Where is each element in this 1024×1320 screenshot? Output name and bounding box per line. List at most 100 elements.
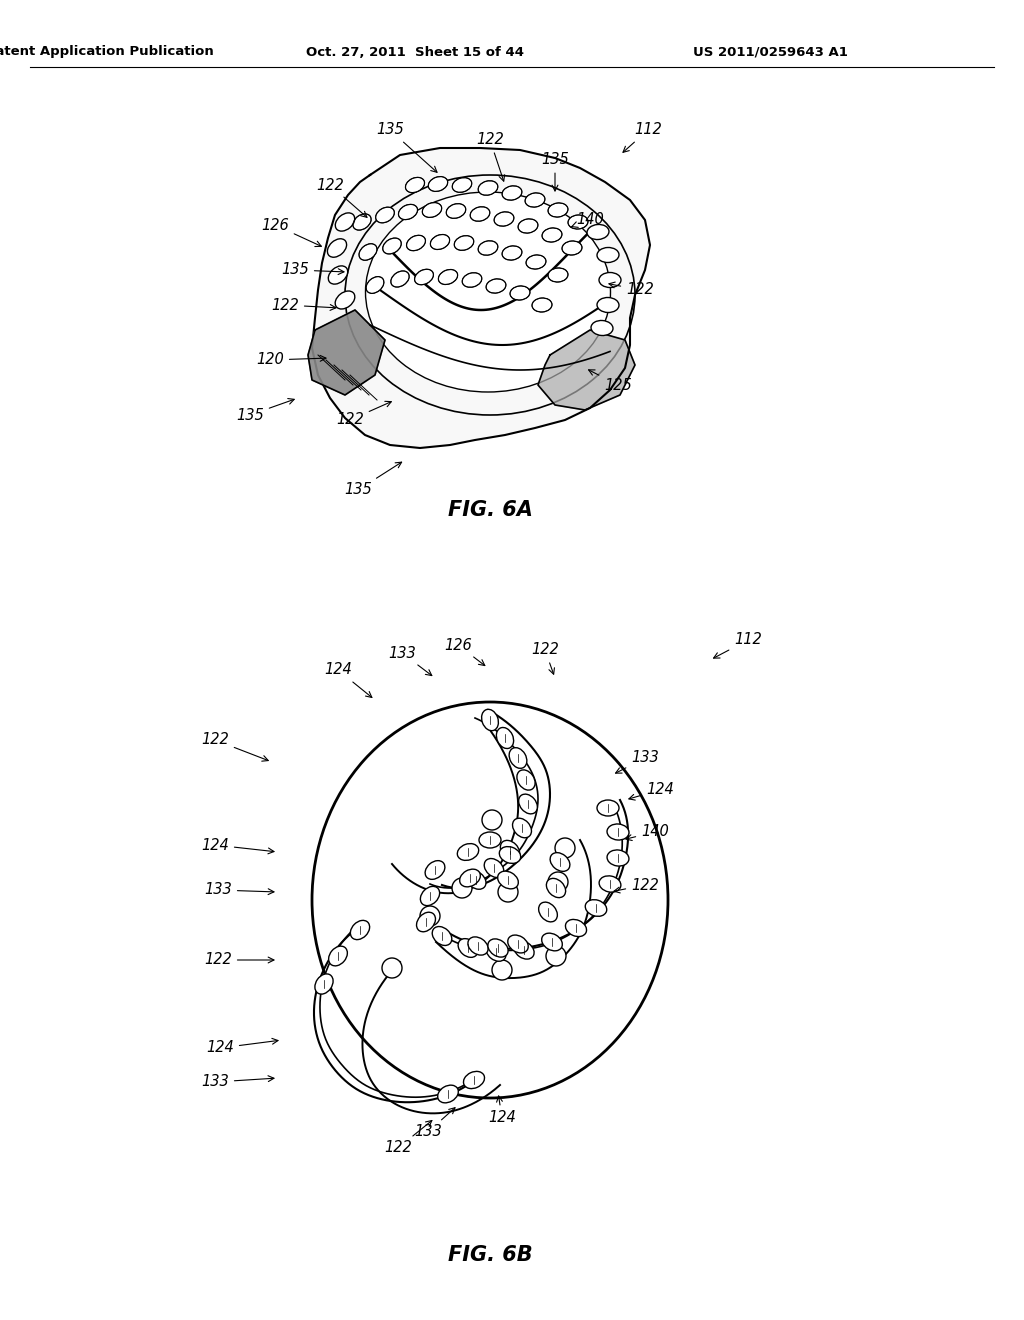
Circle shape	[452, 878, 472, 898]
Ellipse shape	[367, 277, 384, 293]
Text: 133: 133	[388, 645, 432, 676]
Text: 124: 124	[629, 783, 674, 800]
Ellipse shape	[568, 215, 588, 230]
Ellipse shape	[562, 242, 582, 255]
Ellipse shape	[437, 1085, 459, 1102]
Ellipse shape	[513, 818, 531, 838]
Ellipse shape	[486, 942, 506, 961]
Ellipse shape	[548, 268, 568, 282]
Polygon shape	[308, 310, 385, 395]
Ellipse shape	[329, 946, 347, 966]
Text: FIG. 6A: FIG. 6A	[447, 500, 532, 520]
Ellipse shape	[518, 795, 538, 814]
Ellipse shape	[359, 244, 377, 260]
Ellipse shape	[547, 878, 565, 898]
Ellipse shape	[565, 920, 587, 937]
Text: 122: 122	[271, 297, 336, 313]
Text: 122: 122	[336, 401, 391, 428]
Text: 122: 122	[609, 282, 654, 297]
Ellipse shape	[458, 843, 478, 861]
Ellipse shape	[417, 912, 435, 932]
Text: 122: 122	[531, 643, 559, 675]
Text: 135: 135	[376, 123, 437, 173]
Ellipse shape	[542, 228, 562, 242]
Text: 133: 133	[615, 751, 658, 774]
Ellipse shape	[599, 272, 621, 288]
Ellipse shape	[478, 181, 498, 195]
Ellipse shape	[518, 219, 538, 234]
Ellipse shape	[484, 858, 504, 878]
Text: 125: 125	[589, 370, 632, 392]
Text: 120: 120	[256, 352, 326, 367]
Circle shape	[548, 873, 568, 892]
Ellipse shape	[481, 709, 499, 731]
Ellipse shape	[597, 800, 618, 816]
Text: 112: 112	[714, 632, 762, 659]
Text: 124: 124	[325, 663, 372, 697]
Ellipse shape	[495, 211, 514, 226]
Ellipse shape	[539, 902, 557, 921]
Text: 124: 124	[201, 837, 274, 854]
Ellipse shape	[432, 927, 452, 945]
Circle shape	[482, 810, 502, 830]
Ellipse shape	[455, 236, 474, 251]
Text: 135: 135	[541, 153, 569, 191]
Ellipse shape	[391, 271, 410, 286]
Ellipse shape	[398, 205, 418, 219]
Text: 122: 122	[614, 878, 658, 892]
Ellipse shape	[498, 871, 518, 888]
Ellipse shape	[430, 235, 450, 249]
Ellipse shape	[508, 935, 528, 953]
Text: 124: 124	[206, 1039, 278, 1056]
Text: 135: 135	[282, 263, 344, 277]
Ellipse shape	[509, 747, 526, 768]
Text: 122: 122	[476, 132, 505, 181]
Ellipse shape	[438, 269, 458, 285]
Ellipse shape	[407, 235, 425, 251]
Ellipse shape	[502, 186, 522, 201]
Ellipse shape	[487, 939, 508, 957]
Ellipse shape	[597, 297, 618, 313]
Ellipse shape	[607, 850, 629, 866]
Ellipse shape	[500, 846, 520, 863]
Text: US 2011/0259643 A1: US 2011/0259643 A1	[692, 45, 848, 58]
Circle shape	[546, 946, 566, 966]
Circle shape	[498, 882, 518, 902]
Ellipse shape	[607, 824, 629, 840]
Ellipse shape	[478, 240, 498, 255]
Text: 112: 112	[623, 123, 662, 152]
Text: 133: 133	[414, 1107, 455, 1139]
Polygon shape	[312, 148, 650, 447]
Ellipse shape	[542, 933, 562, 950]
Circle shape	[382, 958, 402, 978]
Text: 122: 122	[316, 177, 367, 218]
Ellipse shape	[366, 191, 610, 392]
Ellipse shape	[383, 238, 401, 253]
Text: Oct. 27, 2011  Sheet 15 of 44: Oct. 27, 2011 Sheet 15 of 44	[306, 45, 524, 58]
Text: 140: 140	[570, 213, 604, 227]
Ellipse shape	[329, 265, 348, 284]
Text: Patent Application Publication: Patent Application Publication	[0, 45, 214, 58]
Ellipse shape	[422, 202, 441, 218]
Text: 140: 140	[626, 825, 669, 841]
Ellipse shape	[550, 853, 570, 871]
Ellipse shape	[462, 273, 482, 288]
Circle shape	[555, 838, 575, 858]
Ellipse shape	[353, 214, 371, 230]
Ellipse shape	[335, 290, 355, 309]
Ellipse shape	[587, 224, 609, 239]
Ellipse shape	[479, 832, 501, 847]
Ellipse shape	[421, 887, 439, 906]
Ellipse shape	[591, 321, 613, 335]
Ellipse shape	[464, 1072, 484, 1089]
Ellipse shape	[312, 702, 668, 1098]
Ellipse shape	[425, 861, 444, 879]
Ellipse shape	[497, 727, 514, 748]
Ellipse shape	[526, 255, 546, 269]
Ellipse shape	[315, 974, 333, 994]
Ellipse shape	[597, 247, 618, 263]
Text: 135: 135	[237, 399, 294, 422]
Ellipse shape	[350, 920, 370, 940]
Polygon shape	[538, 330, 635, 411]
Ellipse shape	[335, 213, 354, 231]
